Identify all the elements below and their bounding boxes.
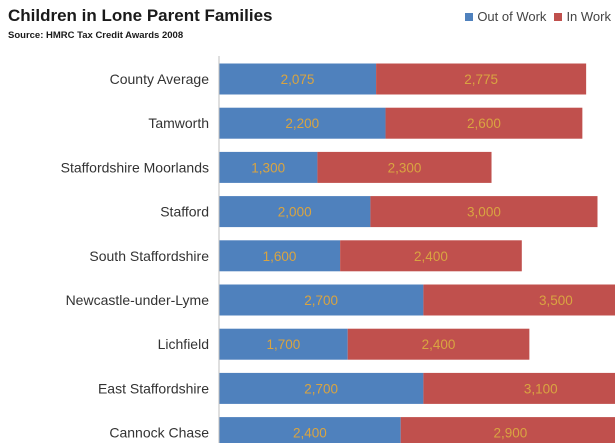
bar-in-work-county-average bbox=[376, 63, 587, 95]
data-label-out-of-work-newcastle-under-lyme: 2,700 bbox=[304, 293, 338, 308]
category-label-stafford: Stafford bbox=[160, 204, 209, 220]
data-label-in-work-stafford: 3,000 bbox=[467, 205, 501, 220]
data-label-in-work-south-staffordshire: 2,400 bbox=[414, 249, 448, 264]
category-label-south-staffordshire: South Staffordshire bbox=[89, 248, 209, 264]
bar-out-of-work-staffordshire-moorlands bbox=[219, 151, 318, 183]
category-label-tamworth: Tamworth bbox=[148, 115, 209, 131]
bar-out-of-work-lichfield bbox=[219, 328, 348, 360]
chart-subtitle: Source: HMRC Tax Credit Awards 2008 bbox=[8, 30, 184, 41]
bar-out-of-work-newcastle-under-lyme bbox=[219, 284, 424, 316]
data-label-in-work-cannock-chase: 2,900 bbox=[494, 426, 528, 441]
category-label-county-average: County Average bbox=[110, 71, 210, 87]
bar-out-of-work-stafford bbox=[219, 196, 371, 228]
data-label-out-of-work-county-average: 2,075 bbox=[281, 72, 315, 87]
bar-out-of-work-tamworth bbox=[219, 107, 386, 139]
chart-legend: Out of Work In Work bbox=[465, 9, 611, 24]
data-label-out-of-work-south-staffordshire: 1,600 bbox=[263, 249, 297, 264]
category-label-lichfield: Lichfield bbox=[158, 336, 209, 352]
bar-in-work-east-staffordshire bbox=[423, 372, 615, 404]
data-label-out-of-work-staffordshire-moorlands: 1,300 bbox=[251, 160, 285, 175]
data-label-out-of-work-cannock-chase: 2,400 bbox=[293, 426, 327, 441]
bar-in-work-newcastle-under-lyme bbox=[423, 284, 615, 316]
data-label-in-work-east-staffordshire: 3,100 bbox=[524, 381, 558, 396]
bar-in-work-stafford bbox=[370, 196, 598, 228]
data-label-in-work-lichfield: 2,400 bbox=[422, 337, 456, 352]
bar-in-work-cannock-chase bbox=[400, 417, 615, 443]
data-label-in-work-county-average: 2,775 bbox=[464, 72, 498, 87]
bar-in-work-staffordshire-moorlands bbox=[317, 151, 492, 183]
bar-out-of-work-cannock-chase bbox=[219, 417, 401, 443]
data-label-out-of-work-east-staffordshire: 2,700 bbox=[304, 381, 338, 396]
data-label-in-work-staffordshire-moorlands: 2,300 bbox=[388, 160, 422, 175]
legend-item-in-work: In Work bbox=[554, 9, 611, 24]
data-label-out-of-work-tamworth: 2,200 bbox=[285, 116, 319, 131]
bar-out-of-work-county-average bbox=[219, 63, 377, 95]
legend-item-out-of-work: Out of Work bbox=[465, 9, 546, 24]
category-label-staffordshire-moorlands: Staffordshire Moorlands bbox=[61, 159, 209, 175]
bar-in-work-lichfield bbox=[347, 328, 530, 360]
bar-in-work-tamworth bbox=[385, 107, 583, 139]
data-label-in-work-tamworth: 2,600 bbox=[467, 116, 501, 131]
category-label-cannock-chase: Cannock Chase bbox=[109, 425, 209, 441]
bar-out-of-work-south-staffordshire bbox=[219, 240, 341, 272]
legend-label-out-of-work: Out of Work bbox=[477, 9, 547, 24]
bar-in-work-south-staffordshire bbox=[340, 240, 522, 272]
category-label-east-staffordshire: East Staffordshire bbox=[98, 380, 209, 396]
legend-swatch-in-work bbox=[554, 12, 563, 21]
chart-title: Children in Lone Parent Families bbox=[8, 6, 273, 25]
data-label-in-work-newcastle-under-lyme: 3,500 bbox=[539, 293, 573, 308]
legend-label-in-work: In Work bbox=[566, 9, 611, 24]
data-label-out-of-work-stafford: 2,000 bbox=[278, 205, 312, 220]
legend-swatch-out-of-work bbox=[465, 12, 474, 21]
category-label-newcastle-under-lyme: Newcastle-under-Lyme bbox=[66, 292, 210, 308]
data-label-out-of-work-lichfield: 1,700 bbox=[266, 337, 300, 352]
bar-out-of-work-east-staffordshire bbox=[219, 372, 424, 404]
